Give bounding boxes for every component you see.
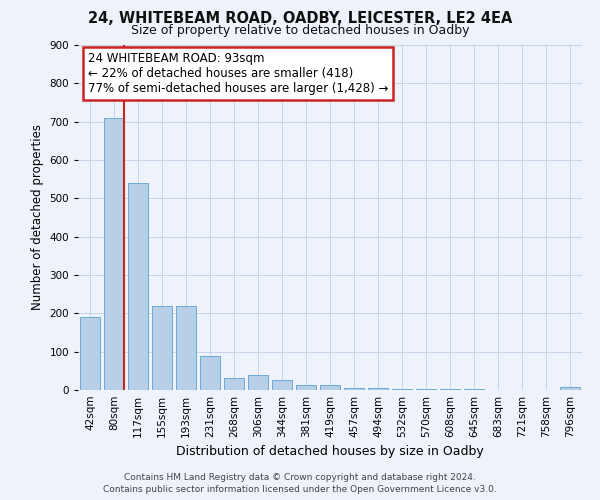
Bar [80,317,100,390]
Bar [344,388,364,390]
Bar [176,306,196,390]
Bar [296,386,316,390]
Bar [560,387,580,390]
Text: Size of property relative to detached houses in Oadby: Size of property relative to detached ho… [131,24,469,37]
Bar [440,389,460,390]
Text: Contains HM Land Registry data © Crown copyright and database right 2024.
Contai: Contains HM Land Registry data © Crown c… [103,473,497,494]
X-axis label: Distribution of detached houses by size in Oadby: Distribution of detached houses by size … [176,446,484,458]
Bar [368,388,388,390]
Text: 24, WHITEBEAM ROAD, OADBY, LEICESTER, LE2 4EA: 24, WHITEBEAM ROAD, OADBY, LEICESTER, LE… [88,11,512,26]
Bar [272,380,292,390]
Bar [200,356,220,390]
Bar [152,306,172,390]
Y-axis label: Number of detached properties: Number of detached properties [31,124,44,310]
Bar [248,374,268,390]
Bar [464,389,484,390]
Bar [224,378,244,390]
Bar [392,389,412,390]
Text: 24 WHITEBEAM ROAD: 93sqm
← 22% of detached houses are smaller (418)
77% of semi-: 24 WHITEBEAM ROAD: 93sqm ← 22% of detach… [88,52,388,95]
Bar [320,386,340,390]
Bar [416,389,436,390]
Bar [128,183,148,390]
Bar [104,118,124,390]
